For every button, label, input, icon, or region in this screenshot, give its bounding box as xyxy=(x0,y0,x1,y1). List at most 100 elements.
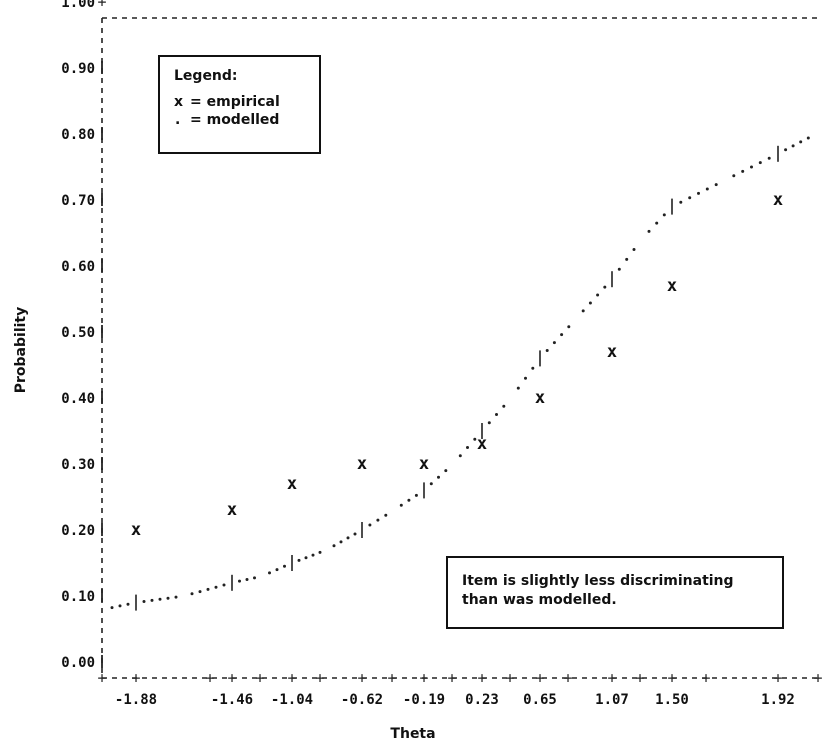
y-tick-label: 0.80 xyxy=(61,127,95,143)
y-tick-label: 0.70 xyxy=(61,193,95,209)
modelled-dot xyxy=(304,556,308,560)
modelled-dot xyxy=(732,174,736,178)
x-minor-plus: + xyxy=(813,669,822,687)
modelled-dot xyxy=(524,376,527,380)
empirical-point: x xyxy=(287,474,297,494)
x-tick-plus: + xyxy=(535,669,544,687)
modelled-dot xyxy=(384,513,388,517)
legend-label-modelled: = modelled xyxy=(190,112,279,128)
x-tick-label: 1.50 xyxy=(655,692,689,708)
legend-title: Legend: xyxy=(174,68,238,84)
modelled-dot xyxy=(458,454,462,458)
modelled-dot xyxy=(275,568,279,572)
modelled-dot xyxy=(268,571,271,575)
x-tick-labels: -1.88+-1.46+-1.04+-0.62+-0.19+0.23+0.65+… xyxy=(97,669,822,708)
x-tick-label: 0.23 xyxy=(465,692,499,708)
modelled-dot xyxy=(655,221,659,225)
modelled-dot xyxy=(662,213,666,217)
modelled-dot xyxy=(567,325,571,329)
modelled-dot xyxy=(206,587,210,591)
x-tick-label: -1.46 xyxy=(211,692,253,708)
y-tick-plus: + xyxy=(97,0,106,11)
modelled-dot xyxy=(758,161,762,165)
y-tick-label: 0.50 xyxy=(61,325,95,341)
x-minor-plus: + xyxy=(701,669,710,687)
modelled-dot xyxy=(697,191,700,195)
modelled-dot xyxy=(596,293,600,297)
x-tick-label: 0.65 xyxy=(523,692,557,708)
modelled-dot xyxy=(466,446,469,449)
modelled-dot xyxy=(110,606,114,610)
modelled-dot xyxy=(150,598,154,602)
modelled-dot xyxy=(437,475,440,479)
legend-symbol-modelled: . xyxy=(175,112,180,128)
y-tick-label: 0.30 xyxy=(61,457,95,473)
x-minor-plus: + xyxy=(387,669,396,687)
y-tick-label: 1.00 xyxy=(61,0,95,11)
modelled-dot xyxy=(353,532,357,536)
modelled-dot xyxy=(126,602,130,606)
empirical-point: x xyxy=(419,454,429,474)
x-tick-plus: + xyxy=(227,669,236,687)
empirical-point: x xyxy=(607,342,617,362)
modelled-dot xyxy=(399,503,403,507)
modelled-dot xyxy=(617,267,621,271)
modelled-dot xyxy=(158,597,162,601)
modelled-dot xyxy=(376,518,380,522)
legend-symbol-empirical: x xyxy=(174,94,183,110)
modelled-dot xyxy=(705,187,709,191)
x-tick-plus: + xyxy=(131,669,140,687)
modelled-dot xyxy=(806,136,810,140)
empirical-point: x xyxy=(773,190,783,210)
x-tick-plus: + xyxy=(607,669,616,687)
modelled-dot xyxy=(487,421,491,425)
x-minor-plus: + xyxy=(205,669,214,687)
x-tick-label: 1.07 xyxy=(595,692,629,708)
modelled-dot xyxy=(495,413,498,416)
x-tick-plus: + xyxy=(287,669,296,687)
modelled-dot xyxy=(414,493,418,497)
modelled-dot xyxy=(222,583,226,587)
annotation-line-1: Item is slightly less discriminating xyxy=(462,573,734,589)
modelled-dot xyxy=(647,229,651,233)
modelled-dot xyxy=(581,309,585,313)
modelled-dot xyxy=(784,148,788,152)
x-tick-plus: + xyxy=(773,669,782,687)
modelled-dot xyxy=(429,482,433,486)
empirical-point: x xyxy=(357,454,367,474)
y-tick-label: 0.60 xyxy=(61,259,95,275)
legend-box: Legend: x = empirical . = modelled xyxy=(158,55,321,154)
modelled-dot xyxy=(166,596,170,600)
x-minor-plus: + xyxy=(255,669,264,687)
modelled-dot xyxy=(531,366,535,370)
modelled-dot xyxy=(502,404,506,408)
empirical-point: x xyxy=(667,276,677,296)
empirical-point: x xyxy=(131,520,141,540)
modelled-dot xyxy=(332,544,336,548)
modelled-dot xyxy=(283,564,286,568)
x-minor-plus: + xyxy=(447,669,456,687)
modelled-dot xyxy=(741,169,745,173)
x-minor-plus: + xyxy=(563,669,572,687)
x-tick-label: -1.88 xyxy=(115,692,157,708)
modelled-dot xyxy=(750,165,753,169)
x-tick-plus: + xyxy=(667,669,676,687)
x-tick-plus: + xyxy=(357,669,366,687)
x-origin-plus: + xyxy=(97,669,106,687)
x-axis-title: Theta xyxy=(390,726,435,742)
x-tick-plus: + xyxy=(477,669,486,687)
modelled-dot xyxy=(190,592,194,596)
x-tick-label: -1.04 xyxy=(271,692,313,708)
modelled-dot xyxy=(560,333,564,337)
annotation-line-2: than was modelled. xyxy=(462,592,617,608)
x-minor-plus: + xyxy=(635,669,644,687)
modelled-dot xyxy=(253,576,256,580)
y-tick-label: 0.10 xyxy=(61,589,95,605)
modelled-series xyxy=(110,136,810,611)
modelled-dot xyxy=(339,540,343,544)
x-minor-plus: + xyxy=(505,669,514,687)
y-tick-label: 0.90 xyxy=(61,61,95,77)
modelled-dot xyxy=(767,156,771,160)
modelled-dot xyxy=(297,558,301,562)
modelled-dot xyxy=(318,550,322,554)
